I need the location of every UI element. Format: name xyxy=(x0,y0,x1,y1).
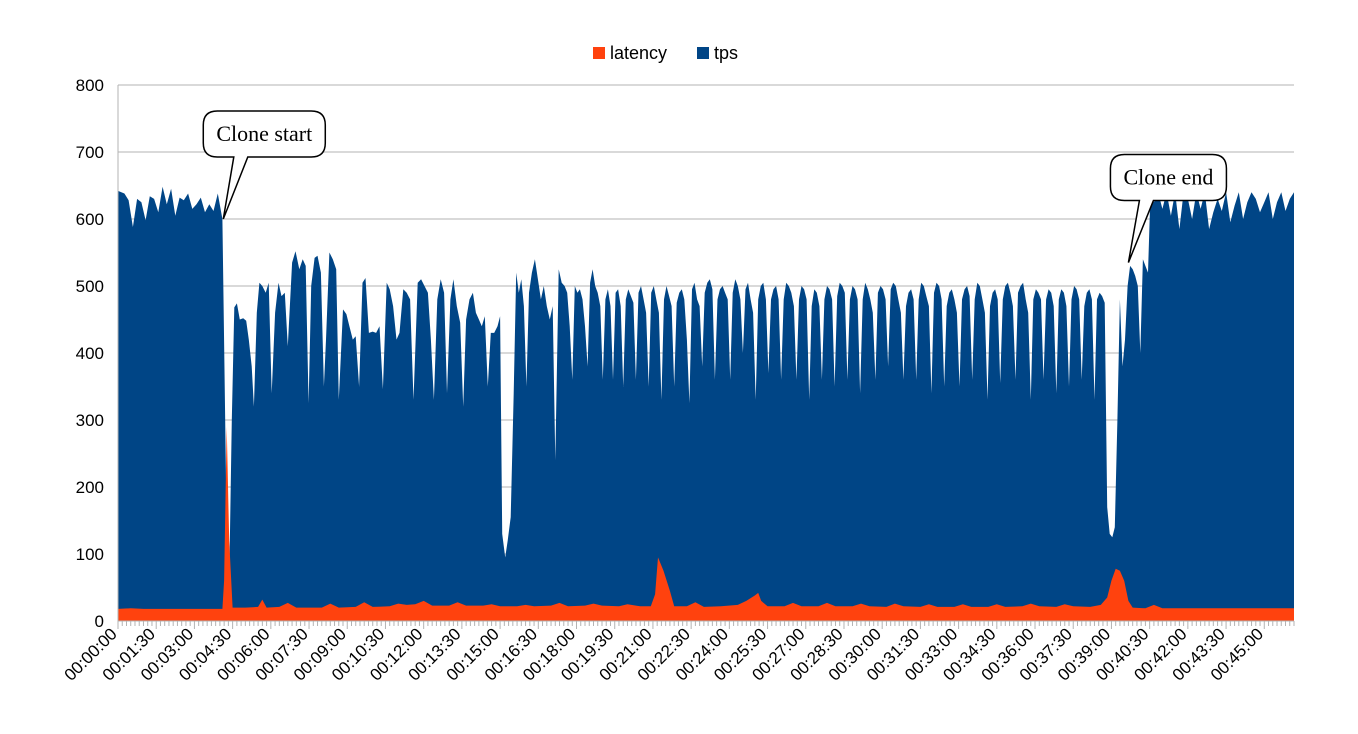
y-tick-label-300: 300 xyxy=(76,411,104,430)
y-axis-tick-labels: 0 100 200 300 400 500 600 700 800 xyxy=(76,76,104,631)
legend: latency tps xyxy=(593,43,738,63)
y-tick-label-600: 600 xyxy=(76,210,104,229)
y-tick-label-0: 0 xyxy=(95,612,104,631)
callout-bubble xyxy=(202,110,327,220)
area-series xyxy=(118,186,1294,622)
y-tick-label-500: 500 xyxy=(76,277,104,296)
y-tick-label-400: 400 xyxy=(76,344,104,363)
legend-label-latency: latency xyxy=(610,43,667,63)
legend-swatch-latency xyxy=(593,47,605,59)
callout-text: Clone end xyxy=(1124,165,1214,190)
y-tick-label-700: 700 xyxy=(76,143,104,162)
annotations: Clone start Clone end xyxy=(202,110,1228,263)
legend-label-tps: tps xyxy=(714,43,738,63)
area-series-tps xyxy=(118,186,1294,622)
axes xyxy=(117,85,1295,629)
x-axis-tick-labels: 00:00:0000:01:3000:03:0000:04:3000:06:00… xyxy=(61,624,1268,684)
callout-text: Clone start xyxy=(216,121,312,146)
y-tick-label-200: 200 xyxy=(76,478,104,497)
y-tick-label-100: 100 xyxy=(76,545,104,564)
callout-bubble xyxy=(1109,153,1228,263)
legend-swatch-tps xyxy=(697,47,709,59)
y-tick-label-800: 800 xyxy=(76,76,104,95)
